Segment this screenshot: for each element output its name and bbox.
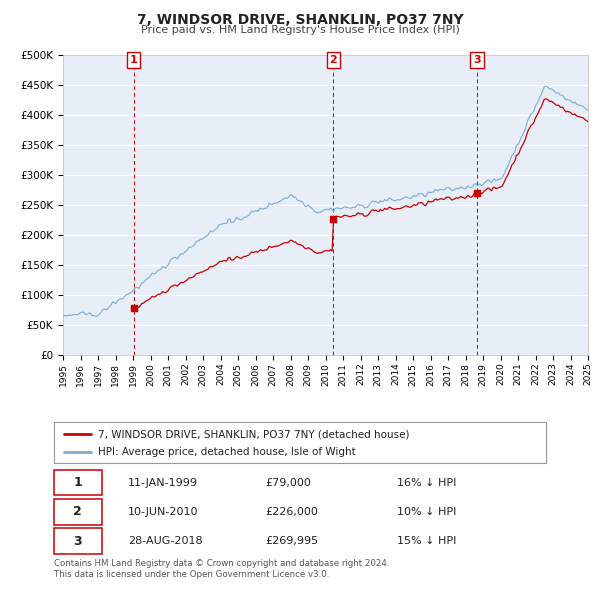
Text: 3: 3 <box>473 55 481 65</box>
Text: £79,000: £79,000 <box>265 477 311 487</box>
Text: 10% ↓ HPI: 10% ↓ HPI <box>397 507 457 517</box>
Text: 11-JAN-1999: 11-JAN-1999 <box>128 477 198 487</box>
Text: 1: 1 <box>130 55 137 65</box>
Text: 10-JUN-2010: 10-JUN-2010 <box>128 507 199 517</box>
Text: 2: 2 <box>73 505 82 519</box>
Text: Price paid vs. HM Land Registry's House Price Index (HPI): Price paid vs. HM Land Registry's House … <box>140 25 460 35</box>
Text: 16% ↓ HPI: 16% ↓ HPI <box>397 477 457 487</box>
Text: 28-AUG-2018: 28-AUG-2018 <box>128 536 203 546</box>
Text: 3: 3 <box>73 535 82 548</box>
Text: 15% ↓ HPI: 15% ↓ HPI <box>397 536 457 546</box>
Text: This data is licensed under the Open Government Licence v3.0.: This data is licensed under the Open Gov… <box>54 571 329 579</box>
Text: 7, WINDSOR DRIVE, SHANKLIN, PO37 7NY: 7, WINDSOR DRIVE, SHANKLIN, PO37 7NY <box>137 13 463 27</box>
Text: Contains HM Land Registry data © Crown copyright and database right 2024.: Contains HM Land Registry data © Crown c… <box>54 559 389 568</box>
Text: 7, WINDSOR DRIVE, SHANKLIN, PO37 7NY (detached house): 7, WINDSOR DRIVE, SHANKLIN, PO37 7NY (de… <box>98 430 410 439</box>
FancyBboxPatch shape <box>54 470 101 496</box>
Text: HPI: Average price, detached house, Isle of Wight: HPI: Average price, detached house, Isle… <box>98 447 356 457</box>
FancyBboxPatch shape <box>54 528 101 554</box>
Text: £226,000: £226,000 <box>265 507 318 517</box>
Text: £269,995: £269,995 <box>265 536 319 546</box>
Text: 1: 1 <box>73 476 82 489</box>
Text: 2: 2 <box>329 55 337 65</box>
FancyBboxPatch shape <box>54 499 101 525</box>
